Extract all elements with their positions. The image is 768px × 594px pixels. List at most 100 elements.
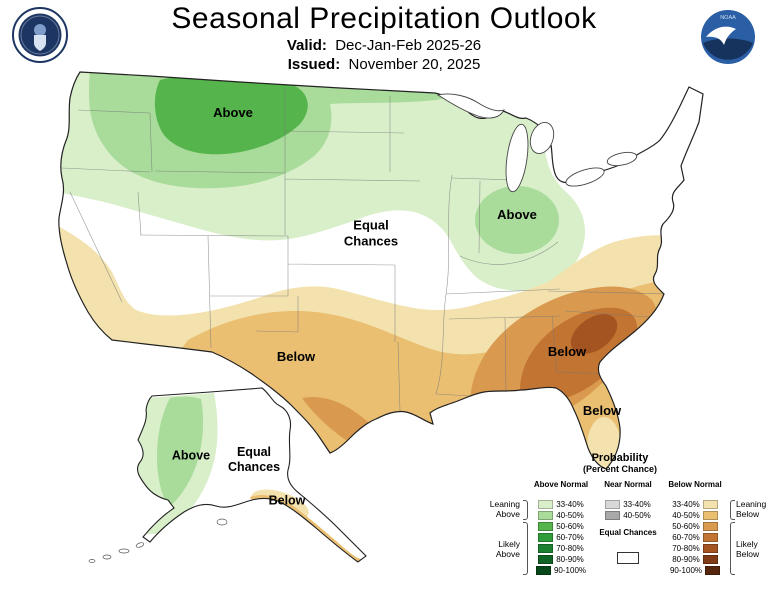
legend-row-label: 40-50% (623, 511, 651, 520)
legend-row: 70-80% (672, 544, 718, 553)
legend-swatch (705, 566, 721, 575)
legend-row: 40-50% (538, 511, 584, 520)
legend-row-label: 70-80% (672, 544, 700, 553)
region-alaska-above-40-50 (157, 396, 204, 507)
aleutian-island (102, 554, 112, 560)
aleutian-islands (88, 518, 228, 563)
legend-row: 33-40% (605, 500, 651, 509)
legend-leaning-above-label: Leaning Above (489, 499, 520, 520)
state-borders (61, 88, 667, 412)
legend-row-label: 80-90% (672, 555, 700, 564)
noaa-seagull-icon (706, 26, 736, 45)
aleutian-island (118, 548, 130, 554)
legend-swatch (605, 511, 621, 520)
legend-row-label: 40-50% (556, 511, 584, 520)
legend-below-rows: 33-40% 40-50% 50-60% 60-70% 70-80% 80-90% 90-1… (662, 500, 728, 575)
map-label-above-midwest: Above (497, 207, 537, 223)
seal-shield-icon (34, 35, 46, 51)
legend-row: 40-50% (672, 511, 718, 520)
legend-header-near-normal: Near Normal (604, 480, 652, 489)
legend-row: 80-90% (538, 555, 584, 564)
commerce-seal-logo (12, 7, 68, 63)
page-title: Seasonal Precipitation Outlook (171, 2, 597, 35)
map-label-above-alaska: Above (171, 448, 211, 463)
seal-inner-ring (20, 15, 60, 55)
region-below-southeast-70-80 (570, 314, 618, 354)
lake-superior (436, 93, 505, 119)
legend: Probability (Percent Chance) Above Norma… (482, 452, 766, 592)
legend-swatch (702, 522, 718, 531)
legend-row-label: 50-60% (672, 522, 700, 531)
lake-erie (565, 167, 605, 187)
conus-region-fills (58, 72, 700, 469)
legend-swatch (605, 500, 621, 509)
legend-likely-above-label: Likely Above (495, 539, 520, 560)
legend-row: 33-40% (672, 500, 718, 509)
legend-swatch (538, 533, 554, 542)
map-label-below-southeast: Below (547, 344, 587, 360)
legend-row-label: 33-40% (556, 500, 584, 509)
legend-swatch (702, 555, 718, 564)
legend-swatch (538, 555, 554, 564)
legend-swatch (702, 544, 718, 553)
issued-label: Issued: (287, 56, 341, 73)
legend-row: 70-80% (538, 544, 584, 553)
legend-row-label: 70-80% (556, 544, 584, 553)
issued-line: Issued: November 20, 2025 (0, 56, 768, 73)
legend-row: 33-40% (538, 500, 584, 509)
likely-above-bracket (523, 522, 528, 575)
region-above-northwest-50-60 (154, 73, 308, 155)
legend-row: 50-60% (672, 522, 718, 531)
map-label-equal-chances-central: Equal Chances (343, 217, 399, 248)
seal-eagle-icon (34, 24, 46, 36)
legend-swatch (702, 511, 718, 520)
legend-header-above-normal: Above Normal (533, 480, 589, 489)
noaa-logo-text: NOAA (720, 15, 736, 21)
legend-header-below-normal: Below Normal (668, 480, 722, 489)
legend-likely-below-label: Likely Below (736, 539, 760, 560)
legend-row-label: 90-100% (669, 566, 703, 575)
legend-above-rows: 33-40% 40-50% 50-60% 60-70% 70-80% 80-90% 90-1… (528, 500, 594, 575)
legend-title: Probability (591, 452, 649, 464)
legend-row-label: 90-100% (553, 566, 587, 575)
legend-row: 60-70% (538, 533, 584, 542)
map-label-below-south: Below (276, 349, 316, 365)
legend-leaning-below-label: Leaning Below (736, 499, 767, 520)
alaska-outline (137, 387, 367, 563)
legend-row-label: 33-40% (623, 500, 651, 509)
legend-subtitle: (Percent Chance) (582, 464, 658, 474)
noaa-lower-sea (703, 38, 753, 60)
legend-swatch (702, 533, 718, 542)
noaa-logo: NOAA (701, 10, 755, 64)
valid-label: Valid: (286, 37, 327, 54)
legend-row: 90-100% (535, 566, 587, 575)
lake-michigan (505, 123, 529, 193)
legend-row-label: 40-50% (672, 511, 700, 520)
legend-swatch (538, 522, 554, 531)
legend-row: 50-60% (538, 522, 584, 531)
legend-near-rows: 33-40% 40-50% (598, 500, 658, 520)
leaning-above-bracket (523, 500, 528, 520)
map-label-above-northwest: Above (213, 105, 253, 121)
issued-value: November 20, 2025 (348, 56, 481, 73)
map-label-below-alaska: Below (268, 493, 306, 508)
aleutian-island (88, 559, 96, 563)
legend-row-label: 60-70% (556, 533, 584, 542)
aleutian-island (135, 542, 145, 548)
legend-swatch (535, 566, 551, 575)
legend-row-label: 50-60% (556, 522, 584, 531)
legend-swatch (538, 544, 554, 553)
legend-swatch (538, 511, 554, 520)
legend-row-label: 33-40% (672, 500, 700, 509)
map-label-below-florida: Below (582, 403, 622, 419)
legend-row: 90-100% (669, 566, 721, 575)
legend-row-label: 60-70% (672, 533, 700, 542)
leaning-below-bracket (730, 500, 735, 520)
likely-below-bracket (730, 522, 735, 575)
legend-swatch (702, 500, 718, 509)
legend-equal-chances-label: Equal Chances (599, 528, 657, 537)
legend-swatch (538, 500, 554, 509)
legend-row: 60-70% (672, 533, 718, 542)
equal-chances-swatch (617, 552, 639, 564)
